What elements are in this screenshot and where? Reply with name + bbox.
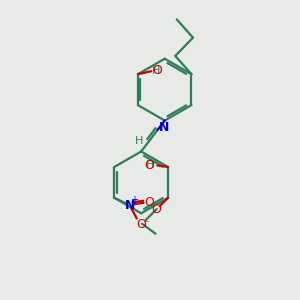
Text: N: N xyxy=(159,121,169,134)
Text: +: + xyxy=(130,195,138,205)
Text: O: O xyxy=(151,202,161,215)
Text: O: O xyxy=(152,64,162,77)
Text: O: O xyxy=(145,196,154,209)
Text: N: N xyxy=(125,199,136,212)
Text: H: H xyxy=(135,136,143,146)
Text: H: H xyxy=(146,160,154,170)
Text: O: O xyxy=(145,159,154,172)
Text: ⁻: ⁻ xyxy=(143,219,149,229)
Text: O: O xyxy=(136,218,146,231)
Text: H: H xyxy=(152,66,161,76)
